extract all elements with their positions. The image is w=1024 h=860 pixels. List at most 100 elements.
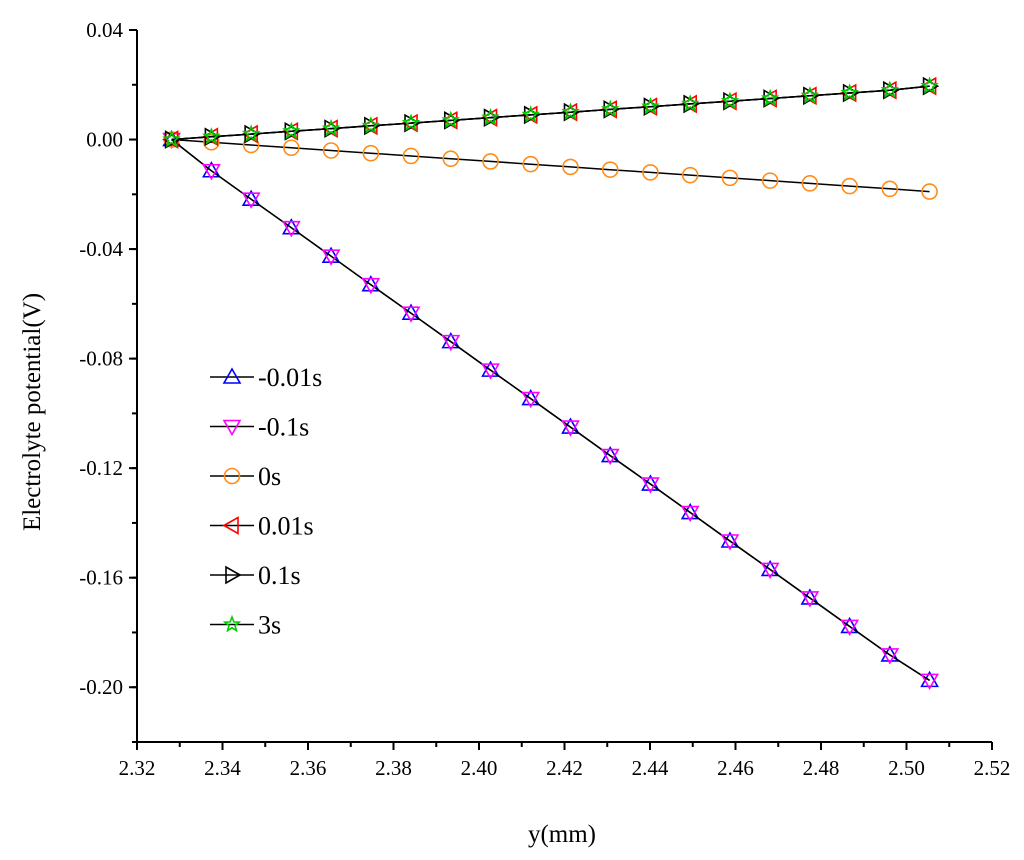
data-point — [521, 105, 540, 123]
series-line — [171, 138, 930, 193]
legend-label: 3s — [258, 611, 281, 640]
data-point — [801, 175, 819, 192]
data-point — [281, 218, 301, 235]
data-point — [880, 648, 900, 665]
series-3s — [162, 76, 939, 148]
y-axis-title: Electrolyte potential(V) — [19, 293, 46, 531]
data-point — [361, 116, 381, 134]
data-point — [561, 420, 580, 437]
data-point — [920, 76, 939, 95]
data-point — [561, 102, 580, 121]
data-point — [441, 334, 461, 352]
data-point — [600, 448, 620, 466]
data-point — [321, 118, 341, 137]
legend-label: 0s — [258, 462, 281, 491]
legend-marker — [222, 614, 242, 633]
data-point — [920, 670, 939, 688]
data-point — [241, 124, 261, 142]
data-point — [720, 531, 740, 548]
data-point — [361, 277, 381, 295]
x-tick-label: 2.40 — [461, 756, 498, 780]
data-point — [720, 91, 740, 110]
data-point — [401, 303, 421, 320]
x-tick-label: 2.48 — [803, 756, 840, 780]
legend-item: 0s — [210, 462, 281, 491]
y-tick-label: 0.00 — [86, 128, 123, 152]
data-point — [680, 502, 700, 520]
legend-item: 3s — [210, 611, 281, 640]
x-axis-title: y(mm) — [528, 821, 596, 848]
data-point — [441, 332, 461, 349]
x-tick-label: 2.32 — [119, 756, 156, 780]
legend: -0.01s -0.1s 0s 0.01s 0.1s 3s — [210, 363, 322, 640]
data-point — [800, 85, 820, 104]
data-point — [641, 474, 660, 491]
data-point — [721, 169, 739, 187]
data-point — [522, 155, 540, 173]
data-point — [442, 150, 460, 168]
data-point — [283, 139, 300, 157]
data-point — [481, 107, 500, 126]
legend-item: -0.1s — [210, 413, 309, 442]
data-point — [521, 391, 541, 409]
data-point — [720, 534, 740, 551]
data-point — [680, 505, 700, 523]
data-point — [680, 94, 700, 112]
data-point — [840, 619, 860, 637]
data-point — [600, 445, 620, 463]
data-point — [920, 673, 939, 690]
data-point — [600, 99, 620, 118]
data-point — [841, 177, 858, 195]
y-tick-label: -0.12 — [79, 456, 123, 480]
legend-item: 0.1s — [210, 561, 301, 590]
data-point — [760, 562, 780, 580]
data-point — [282, 121, 301, 140]
x-tick-label: 2.42 — [546, 756, 583, 780]
y-tick-label: -0.16 — [79, 566, 123, 590]
x-tick-label: 2.34 — [204, 756, 241, 780]
data-point — [760, 88, 780, 107]
data-point — [481, 360, 500, 377]
data-point — [641, 96, 660, 115]
y-tick-label: -0.08 — [79, 347, 123, 371]
legend-marker — [222, 419, 242, 437]
legend-item: -0.01s — [210, 363, 322, 392]
data-point — [281, 220, 301, 238]
data-point — [241, 192, 261, 209]
x-tick-label: 2.50 — [888, 756, 925, 780]
data-point — [241, 189, 261, 207]
x-tick-label: 2.52 — [974, 756, 1011, 780]
series--0.01s — [162, 129, 939, 688]
data-point — [642, 164, 659, 181]
series-line — [171, 85, 930, 141]
legend-marker — [225, 565, 242, 585]
legend-marker — [222, 516, 239, 535]
y-tick-label: -0.20 — [79, 675, 123, 699]
data-point — [761, 172, 779, 189]
data-point — [202, 127, 221, 145]
data-point — [881, 180, 899, 198]
data-point — [401, 306, 421, 323]
legend-label: 0.01s — [258, 512, 314, 541]
legend-label: -0.01s — [258, 363, 322, 392]
data-point — [840, 83, 859, 101]
x-tick-label: 2.46 — [717, 756, 754, 780]
legend-item: 0.01s — [210, 512, 314, 541]
data-point — [202, 161, 221, 178]
data-point — [800, 588, 820, 605]
data-point — [322, 142, 340, 159]
data-point — [362, 144, 380, 162]
data-point — [402, 147, 420, 165]
data-point — [203, 133, 220, 151]
data-point — [202, 163, 221, 181]
data-point — [562, 158, 579, 176]
data-point — [321, 249, 341, 266]
legend-label: 0.1s — [258, 561, 301, 590]
data-point — [441, 110, 461, 129]
plot-area — [162, 76, 940, 690]
data-point — [681, 166, 699, 184]
data-point — [482, 153, 499, 170]
x-tick-label: 2.38 — [375, 756, 412, 780]
data-point — [880, 80, 900, 99]
